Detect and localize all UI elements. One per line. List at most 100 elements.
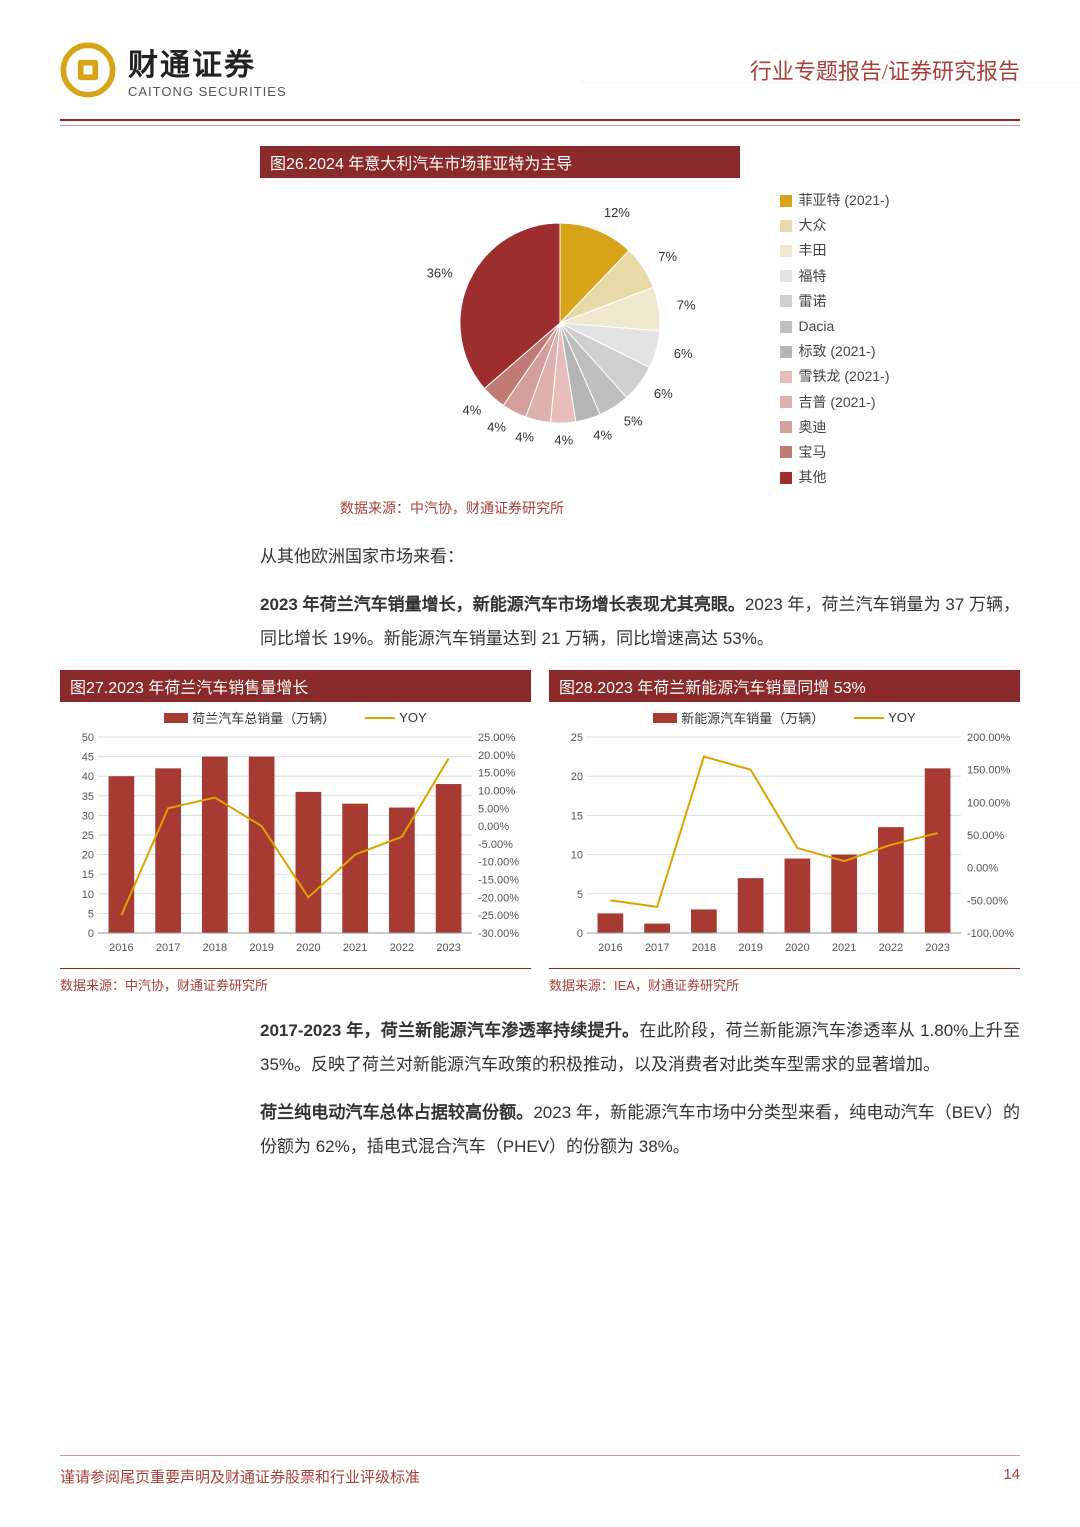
- legend-item: 福特: [780, 264, 889, 289]
- fig26-pie-chart: 12%7%7%6%6%5%4%4%4%4%4%36% 菲亚特 (2021-)大众…: [60, 178, 1020, 490]
- svg-text:0.00%: 0.00%: [478, 821, 509, 833]
- legend-item: 大众: [780, 213, 889, 238]
- svg-text:-15.00%: -15.00%: [478, 875, 519, 887]
- svg-text:5: 5: [577, 889, 583, 901]
- para-4-bold: 荷兰纯电动汽车总体占据较高份额。: [260, 1103, 533, 1122]
- svg-text:4%: 4%: [594, 428, 613, 443]
- page-footer: 谨请参阅尾页重要声明及财通证券股票和行业评级标准 14: [60, 1455, 1020, 1487]
- svg-text:2018: 2018: [692, 942, 716, 954]
- svg-text:4%: 4%: [463, 402, 482, 417]
- svg-text:36%: 36%: [427, 265, 453, 280]
- legend-swatch-icon: [780, 220, 792, 232]
- svg-text:50.00%: 50.00%: [967, 830, 1005, 842]
- svg-text:10: 10: [82, 889, 94, 901]
- legend-swatch-icon: [780, 446, 792, 458]
- legend-item: 雪铁龙 (2021-): [780, 364, 889, 389]
- fig28-source: 数据来源：IEA，财通证券研究所: [549, 969, 1020, 1000]
- fig27-chart: 荷兰汽车总销量（万辆） YOY 05101520253035404550-30.…: [60, 702, 531, 969]
- svg-text:5%: 5%: [624, 414, 643, 429]
- bar-swatch-icon: [653, 713, 677, 723]
- svg-text:25: 25: [82, 830, 94, 842]
- svg-text:15: 15: [571, 811, 583, 823]
- legend-swatch-icon: [780, 295, 792, 307]
- svg-text:4%: 4%: [488, 419, 507, 434]
- company-name-cn: 财通证券: [128, 40, 287, 84]
- svg-text:7%: 7%: [677, 298, 696, 313]
- legend-item: 宝马: [780, 440, 889, 465]
- svg-text:7%: 7%: [659, 249, 678, 264]
- footer-disclaimer: 谨请参阅尾页重要声明及财通证券股票和行业评级标准: [60, 1466, 420, 1487]
- svg-text:25.00%: 25.00%: [478, 732, 516, 744]
- fig27-source: 数据来源：中汽协，财通证券研究所: [60, 969, 531, 1000]
- svg-text:12%: 12%: [604, 205, 630, 220]
- svg-text:2022: 2022: [390, 942, 414, 954]
- svg-text:2017: 2017: [645, 942, 669, 954]
- fig27-bar-label: 荷兰汽车总销量（万辆）: [192, 711, 335, 726]
- svg-text:5.00%: 5.00%: [478, 804, 509, 816]
- legend-swatch-icon: [780, 396, 792, 408]
- svg-text:2017: 2017: [156, 942, 180, 954]
- svg-text:10: 10: [571, 850, 583, 862]
- svg-text:150.00%: 150.00%: [967, 765, 1011, 777]
- legend-swatch-icon: [780, 421, 792, 433]
- legend-item: 丰田: [780, 238, 889, 263]
- svg-text:2020: 2020: [785, 942, 809, 954]
- fig26-legend: 菲亚特 (2021-)大众丰田福特雷诺Dacia标致 (2021-)雪铁龙 (2…: [780, 188, 889, 490]
- legend-item: 吉普 (2021-): [780, 390, 889, 415]
- page-number: 14: [1003, 1466, 1020, 1487]
- legend-label: 标致 (2021-): [798, 339, 875, 364]
- svg-text:6%: 6%: [674, 346, 693, 361]
- svg-text:-5.00%: -5.00%: [478, 839, 513, 851]
- legend-label: 宝马: [798, 440, 826, 465]
- svg-text:20: 20: [571, 771, 583, 783]
- svg-text:20.00%: 20.00%: [478, 750, 516, 762]
- svg-text:-10.00%: -10.00%: [478, 857, 519, 869]
- fig28-bar-label: 新能源汽车销量（万辆）: [681, 711, 824, 726]
- legend-label: 其他: [798, 465, 826, 490]
- legend-swatch-icon: [780, 346, 792, 358]
- fig26-source: 数据来源：中汽协，财通证券研究所: [260, 490, 1020, 526]
- legend-item: Dacia: [780, 314, 889, 339]
- para-3-bold: 2017-2023 年，荷兰新能源汽车渗透率持续提升。: [260, 1021, 639, 1040]
- fig28-line-label: YOY: [888, 710, 915, 725]
- svg-text:0.00%: 0.00%: [967, 863, 998, 875]
- legend-swatch-icon: [780, 472, 792, 484]
- svg-text:-20.00%: -20.00%: [478, 893, 519, 905]
- svg-text:4%: 4%: [555, 432, 574, 447]
- legend-label: Dacia: [798, 314, 834, 339]
- legend-item: 标致 (2021-): [780, 339, 889, 364]
- legend-swatch-icon: [780, 270, 792, 282]
- svg-text:2023: 2023: [925, 942, 949, 954]
- fig28-chart: 新能源汽车销量（万辆） YOY 0510152025-100.00%-50.00…: [549, 702, 1020, 969]
- svg-text:5: 5: [88, 909, 94, 921]
- svg-text:30: 30: [82, 811, 94, 823]
- legend-item: 雷诺: [780, 289, 889, 314]
- svg-text:25: 25: [571, 732, 583, 744]
- svg-text:10.00%: 10.00%: [478, 786, 516, 798]
- watermark: [580, 0, 1080, 200]
- legend-label: 雷诺: [798, 289, 826, 314]
- svg-text:-50.00%: -50.00%: [967, 896, 1008, 908]
- svg-text:4%: 4%: [516, 430, 535, 445]
- svg-text:2023: 2023: [436, 942, 460, 954]
- svg-text:15.00%: 15.00%: [478, 768, 516, 780]
- svg-text:2021: 2021: [343, 942, 367, 954]
- svg-text:200.00%: 200.00%: [967, 732, 1011, 744]
- para-3: 2017-2023 年，荷兰新能源汽车渗透率持续提升。在此阶段，荷兰新能源汽车渗…: [260, 1014, 1020, 1082]
- svg-text:100.00%: 100.00%: [967, 798, 1011, 810]
- svg-text:2020: 2020: [296, 942, 320, 954]
- svg-text:0: 0: [88, 928, 94, 940]
- legend-label: 大众: [798, 213, 826, 238]
- para-2: 2023 年荷兰汽车销量增长，新能源汽车市场增长表现尤其亮眼。2023 年，荷兰…: [260, 588, 1020, 656]
- company-name-en: CAITONG SECURITIES: [128, 84, 287, 99]
- bar-swatch-icon: [164, 713, 188, 723]
- legend-item: 奥迪: [780, 415, 889, 440]
- legend-item: 其他: [780, 465, 889, 490]
- svg-text:2018: 2018: [203, 942, 227, 954]
- legend-label: 雪铁龙 (2021-): [798, 364, 889, 389]
- svg-text:2021: 2021: [832, 942, 856, 954]
- svg-text:15: 15: [82, 869, 94, 881]
- logo-block: 财通证券 CAITONG SECURITIES: [60, 40, 287, 99]
- para-lead: 从其他欧洲国家市场来看：: [260, 540, 1020, 574]
- legend-swatch-icon: [780, 245, 792, 257]
